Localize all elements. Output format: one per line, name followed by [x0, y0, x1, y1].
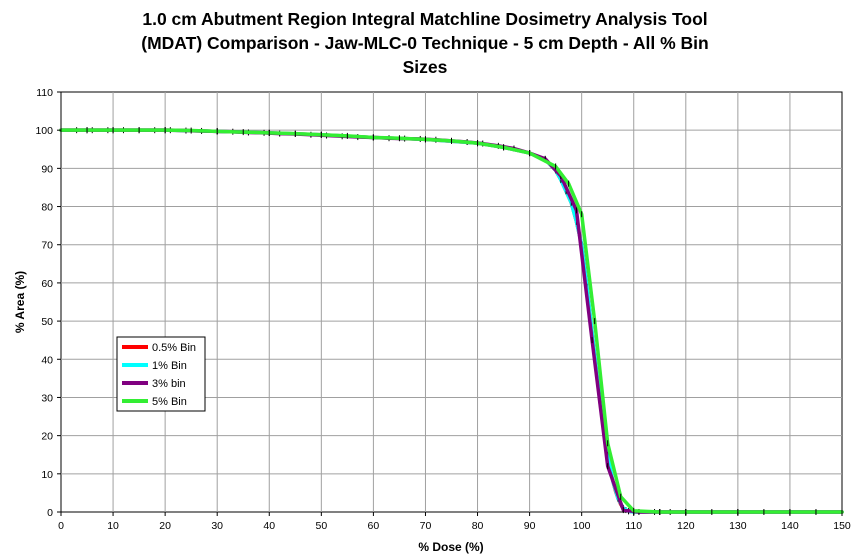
chart-title: 1.0 cm Abutment Region Integral Matchlin… — [141, 9, 708, 77]
y-tick-label: 50 — [41, 316, 53, 328]
axis-ticks: 0 10 20 30 40 50 60 70 80 90 100 110 120 130 140 150 0 10… — [35, 87, 850, 532]
y-tick-label: 40 — [41, 354, 53, 366]
y-tick-label: 90 — [41, 163, 53, 175]
x-axis-label: % Dose (%) — [418, 540, 483, 554]
y-tick-label: 60 — [41, 278, 53, 290]
x-tick-label: 10 — [107, 520, 119, 532]
x-tick-label: 130 — [729, 520, 747, 532]
legend-label: 0.5% Bin — [152, 342, 196, 354]
x-tick-label: 90 — [524, 520, 536, 532]
legend-label: 5% Bin — [152, 396, 187, 408]
legend-label: 3% bin — [152, 378, 186, 390]
x-tick-label: 100 — [573, 520, 591, 532]
x-tick-label: 70 — [420, 520, 432, 532]
y-tick-label: 10 — [41, 469, 53, 481]
y-tick-label: 30 — [41, 392, 53, 404]
chart-title-line-1: 1.0 cm Abutment Region Integral Matchlin… — [142, 9, 707, 29]
y-tick-label: 100 — [35, 125, 53, 137]
x-tick-label: 140 — [781, 520, 799, 532]
legend-label: 1% Bin — [152, 360, 187, 372]
y-tick-label: 80 — [41, 202, 53, 214]
legend-items: 0.5% Bin 1% Bin 3% bin 5% Bin — [122, 342, 196, 408]
y-tick-label: 20 — [41, 431, 53, 443]
x-tick-label: 110 — [625, 520, 642, 532]
plot-area — [60, 91, 843, 513]
x-tick-label: 50 — [315, 520, 327, 532]
x-tick-label: 0 — [58, 520, 64, 532]
x-tick-label: 80 — [472, 520, 484, 532]
y-tick-label: 110 — [36, 87, 53, 99]
y-tick-label: 0 — [47, 507, 53, 519]
x-tick-label: 150 — [833, 520, 851, 532]
series-line-5-bin — [59, 128, 844, 514]
x-tick-label: 120 — [677, 520, 695, 532]
x-tick-label: 60 — [368, 520, 380, 532]
x-tick-label: 30 — [211, 520, 223, 532]
legend: 0.5% Bin 1% Bin 3% bin 5% Bin — [116, 336, 206, 412]
chart-title-line-3: Sizes — [403, 57, 448, 77]
x-tick-label: 40 — [263, 520, 275, 532]
legend-box — [116, 336, 206, 412]
series-lines — [59, 127, 844, 515]
x-tick-label: 20 — [159, 520, 171, 532]
chart-title-line-2: (MDAT) Comparison - Jaw-MLC-0 Technique … — [141, 33, 708, 53]
y-tick-label: 70 — [41, 240, 53, 252]
y-axis-label: % Area (%) — [13, 271, 27, 333]
grid-lines — [61, 92, 842, 512]
